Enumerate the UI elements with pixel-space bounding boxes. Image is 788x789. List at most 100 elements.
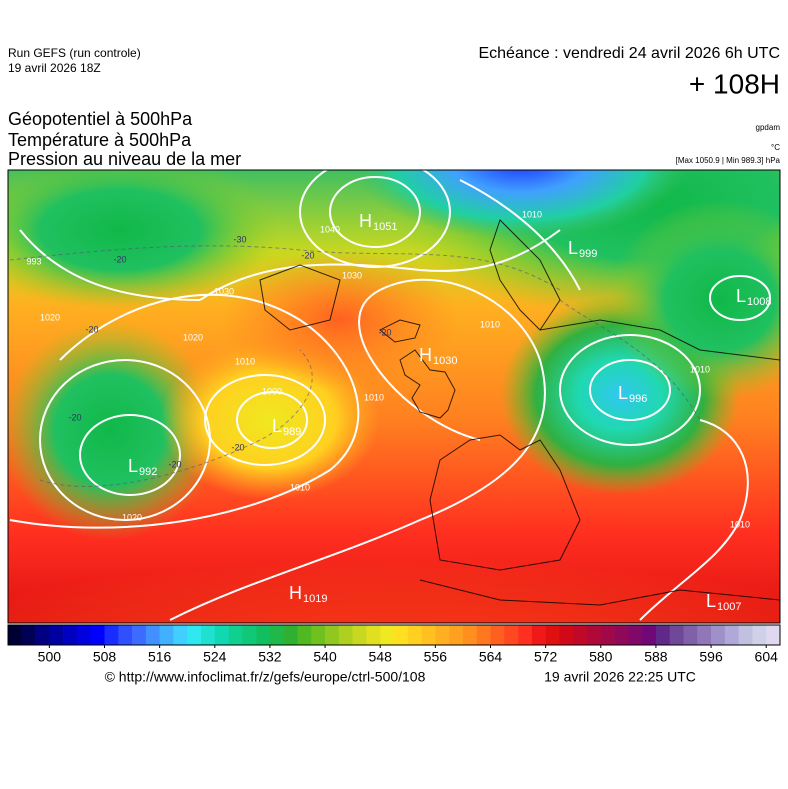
colorbar-swatch (490, 625, 505, 645)
temperature-label: -20 (113, 254, 126, 264)
source-url: © http://www.infoclimat.fr/z/gefs/europe… (105, 669, 426, 685)
temperature-label: -20 (68, 412, 81, 422)
colorbar-swatch (531, 625, 546, 645)
pressure-symbol: L (272, 416, 282, 436)
temperature-label: -20 (85, 324, 98, 334)
colorbar-swatch (173, 625, 188, 645)
colorbar-swatch (76, 625, 92, 645)
field-title: Géopotentiel à 500hPa (8, 109, 193, 129)
temperature-label: -20 (231, 442, 244, 452)
pressure-symbol: H (289, 583, 302, 603)
colorbar-swatch (366, 625, 381, 645)
pressure-symbol: H (419, 345, 432, 365)
isobar-label: 1010 (480, 319, 500, 329)
colorbar-swatch (545, 625, 560, 645)
colorbar-tick-label: 588 (644, 649, 668, 665)
colorbar-tick-label: 524 (203, 649, 227, 665)
temperature-label: -20 (168, 459, 181, 469)
pressure-symbol: L (568, 238, 578, 258)
pressure-symbol: L (736, 286, 746, 306)
unit-label: [Max 1050.9 | Min 989.3] hPa (676, 156, 781, 165)
colorbar-swatch (738, 625, 753, 645)
colorbar-swatch (201, 625, 216, 645)
colorbar-swatch (145, 625, 160, 645)
pressure-value: 1008 (747, 296, 771, 308)
pressure-value: 992 (139, 466, 157, 478)
isobar-label: 1020 (183, 332, 203, 342)
colorbar-swatch (697, 625, 712, 645)
forecast-valid-time: Echéance : vendredi 24 avril 2026 6h UTC (478, 45, 780, 62)
colorbar-swatch (297, 625, 312, 645)
pressure-value: 996 (629, 393, 647, 405)
colorbar-swatch (311, 625, 326, 645)
pressure-value: 1051 (373, 221, 397, 233)
colorbar-swatch (600, 625, 615, 645)
colorbar-tick-label: 580 (589, 649, 613, 665)
colorbar-swatch (518, 625, 533, 645)
lead-time: + 108H (689, 68, 780, 99)
isobar-label: 1030 (214, 286, 234, 296)
pressure-symbol: L (128, 456, 138, 476)
colorbar-swatch (8, 625, 23, 645)
colorbar-swatch (435, 625, 450, 645)
colorbar-swatch (559, 625, 574, 645)
colorbar: 500 508 516 524 532 540 548 556 564 572 580 588 596 6… (7, 624, 781, 665)
colorbar-tick-label: 516 (148, 649, 172, 665)
temperature-label: -30 (233, 234, 246, 244)
pressure-value: 1030 (433, 355, 457, 367)
colorbar-swatch (752, 625, 767, 645)
colorbar-swatch (504, 625, 519, 645)
pressure-symbol: H (359, 211, 372, 231)
colorbar-swatch (711, 625, 726, 645)
colorbar-swatch (642, 625, 657, 645)
timestamp: 19 avril 2026 22:25 UTC (544, 669, 696, 685)
colorbar-tick-label: 508 (93, 649, 117, 665)
colorbar-swatch (766, 625, 781, 645)
colorbar-swatch (462, 625, 478, 645)
colorbar-swatch (49, 625, 64, 645)
model-run: Run GEFS (run controle) (8, 46, 141, 60)
colorbar-swatch (407, 625, 422, 645)
colorbar-tick-label: 556 (424, 649, 448, 665)
isobar-label: 1010 (364, 392, 384, 402)
isobar-label: 1010 (235, 356, 255, 366)
colorbar-swatch (35, 625, 50, 645)
unit-label: °C (771, 143, 780, 152)
colorbar-tick-label: 548 (369, 649, 393, 665)
colorbar-swatch (476, 625, 491, 645)
colorbar-tick-label: 604 (755, 649, 779, 665)
colorbar-swatch (380, 625, 395, 645)
colorbar-swatch (628, 625, 643, 645)
colorbar-swatch (187, 625, 202, 645)
isobar-label: 1040 (320, 224, 340, 234)
isobar-label: 1010 (690, 364, 710, 374)
colorbar-swatch (104, 625, 119, 645)
colorbar-tick-label: 564 (479, 649, 503, 665)
colorbar-tick-label: 596 (699, 649, 723, 665)
colorbar-swatch (214, 625, 229, 645)
colorbar-frame (7, 624, 781, 646)
colorbar-swatch (394, 625, 409, 645)
colorbar-swatch (587, 625, 602, 645)
colorbar-swatch (352, 625, 367, 645)
temperature-label: -20 (301, 250, 314, 260)
isobar-label: 993 (26, 256, 41, 266)
colorbar-swatch (338, 625, 353, 645)
isobar-label: 1010 (522, 209, 542, 219)
colorbar-tick-label: 532 (258, 649, 282, 665)
pressure-value: 999 (579, 248, 597, 260)
colorbar-swatch (655, 625, 671, 645)
colorbar-swatch (283, 625, 298, 645)
isobar-label: 1020 (122, 512, 142, 522)
field-title: Température à 500hPa (8, 130, 192, 150)
colorbar-swatch (90, 625, 105, 645)
pressure-value: 989 (283, 426, 301, 438)
field-title: Pression au niveau de la mer (8, 149, 241, 169)
colorbar-swatch (228, 625, 243, 645)
colorbar-swatch (269, 625, 285, 645)
colorbar-swatch (449, 625, 464, 645)
unit-label: gpdam (756, 123, 781, 132)
pressure-symbol: L (618, 383, 628, 403)
colorbar-swatch (683, 625, 698, 645)
